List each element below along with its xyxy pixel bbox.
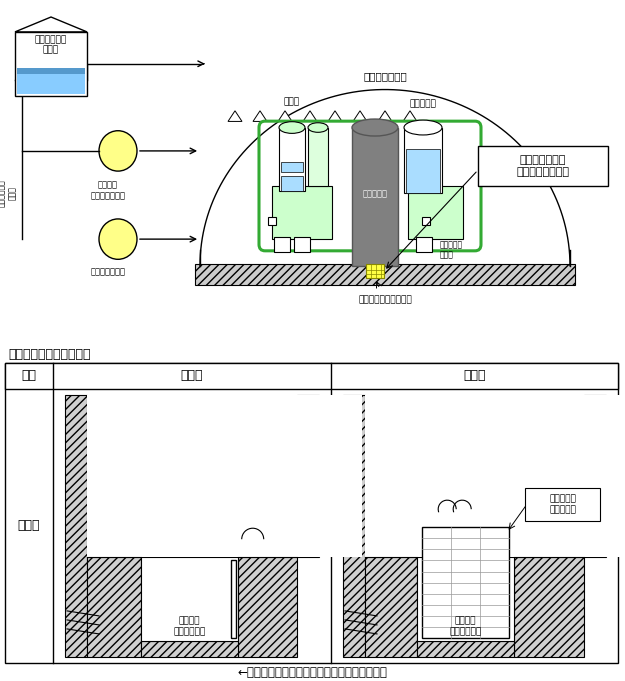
Polygon shape (353, 111, 367, 121)
Text: 概念図: 概念図 (18, 520, 40, 533)
Polygon shape (253, 111, 267, 121)
Bar (352, 127, 398, 266)
Bar (404, 127, 442, 193)
Bar (281, 176, 303, 191)
Polygon shape (228, 111, 242, 121)
Bar (87, 394, 362, 557)
Text: 格納容器
再循環サンプ: 格納容器 再循環サンプ (449, 616, 481, 636)
Bar (416, 237, 432, 252)
Text: 格納容器再循環サンプ: 格納容器再循環サンプ (358, 296, 412, 304)
FancyBboxPatch shape (526, 488, 601, 521)
Bar (274, 237, 290, 252)
Ellipse shape (352, 119, 398, 136)
Bar (5, 362, 618, 389)
Bar (5, 362, 618, 663)
Bar (17, 68, 85, 74)
Bar (366, 264, 384, 279)
Bar (408, 186, 463, 239)
Polygon shape (278, 111, 292, 121)
Bar (15, 32, 87, 95)
Polygon shape (328, 111, 342, 121)
Bar (231, 560, 236, 638)
Text: 非常用炉心冷
却系統: 非常用炉心冷 却系統 (0, 180, 17, 207)
Text: 加圧器: 加圧器 (284, 97, 300, 106)
Bar (406, 148, 440, 193)
Ellipse shape (279, 122, 305, 133)
Text: ←：格納容器再循環サンプへ流入する水の流れ: ←：格納容器再循環サンプへ流入する水の流れ (238, 667, 388, 680)
Text: スクリーン取替前後比較: スクリーン取替前後比較 (8, 347, 91, 360)
Text: 格納容器
スプレイポンプ: 格納容器 スプレイポンプ (91, 180, 126, 200)
Text: 燃料取替用水
タンク: 燃料取替用水 タンク (35, 35, 67, 54)
Bar (141, 641, 238, 657)
Bar (87, 394, 297, 557)
Polygon shape (303, 111, 317, 121)
Text: スクリーン: スクリーン (211, 489, 242, 556)
Polygon shape (403, 111, 417, 121)
Bar (584, 394, 606, 557)
Bar (87, 557, 141, 657)
Bar (141, 557, 238, 641)
Text: １次冷却材
ポンプ: １次冷却材 ポンプ (440, 240, 463, 259)
Text: スクリーン
面積の拡大: スクリーン 面積の拡大 (549, 494, 576, 514)
Bar (365, 557, 417, 657)
Polygon shape (15, 17, 87, 32)
Bar (514, 557, 584, 657)
Text: 取替前: 取替前 (181, 369, 203, 382)
Circle shape (99, 131, 137, 171)
Bar (272, 186, 332, 239)
Ellipse shape (308, 123, 328, 132)
Bar (422, 527, 509, 638)
Bar (365, 394, 584, 557)
Text: 格納容器
再循環サンプ: 格納容器 再循環サンプ (173, 616, 206, 636)
Bar (238, 557, 297, 657)
Bar (343, 394, 365, 657)
Bar (268, 217, 276, 225)
Bar (195, 264, 575, 285)
Bar (365, 394, 625, 557)
Bar (279, 127, 305, 191)
Bar (422, 217, 430, 225)
Text: 取替後: 取替後 (463, 369, 486, 382)
Text: 原子炉容器: 原子炉容器 (362, 189, 388, 198)
Text: 格納容器再循環
サンプスクリーン: 格納容器再循環 サンプスクリーン (516, 155, 569, 176)
Text: 蒸気発生器: 蒸気発生器 (409, 99, 436, 108)
Bar (308, 127, 328, 186)
Circle shape (99, 219, 137, 259)
Text: 原子炉格納容器: 原子炉格納容器 (363, 71, 407, 81)
Bar (417, 641, 514, 657)
Bar (17, 74, 85, 93)
Text: 項目: 項目 (21, 369, 36, 382)
Polygon shape (378, 111, 392, 121)
Bar (294, 237, 310, 252)
Bar (417, 557, 514, 641)
Bar (281, 161, 303, 172)
Text: 余熱除去ポンプ: 余熱除去ポンプ (91, 268, 126, 276)
Bar (478, 146, 608, 186)
Bar (297, 394, 319, 557)
Ellipse shape (404, 120, 442, 135)
Bar (65, 394, 87, 657)
